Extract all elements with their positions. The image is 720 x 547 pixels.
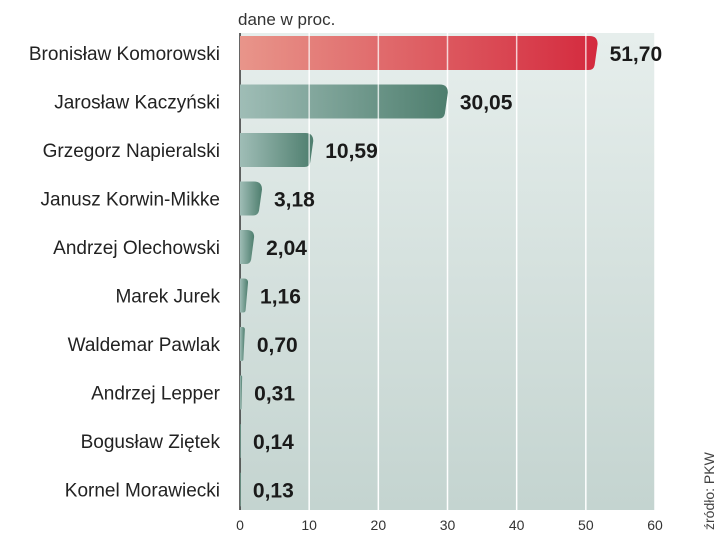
value-label: 0,70 bbox=[257, 334, 298, 357]
value-label: 1,16 bbox=[260, 286, 301, 309]
x-tick-label: 10 bbox=[301, 517, 317, 533]
bar bbox=[240, 36, 598, 70]
category-labels: Bronisław Komorowski Jarosław Kaczyński Gr… bbox=[29, 44, 221, 502]
x-tick-label: 40 bbox=[509, 517, 525, 533]
x-tick-label: 50 bbox=[578, 517, 594, 533]
bar bbox=[240, 181, 262, 216]
x-tick-label: 20 bbox=[371, 517, 387, 533]
category-label: Jarosław Kaczyński bbox=[54, 93, 220, 114]
bars bbox=[238, 36, 598, 507]
bar bbox=[240, 375, 243, 410]
x-tick-labels: 0 10 20 30 40 50 60 bbox=[236, 517, 663, 533]
bar bbox=[240, 133, 314, 167]
value-label: 51,70 bbox=[610, 43, 663, 66]
category-label: Grzegorz Napieralski bbox=[43, 141, 220, 162]
category-label: Janusz Korwin-Mikke bbox=[41, 190, 221, 211]
value-label: 0,14 bbox=[253, 431, 294, 454]
unit-note: dane w proc. bbox=[238, 10, 335, 29]
category-label: Bronisław Komorowski bbox=[29, 44, 220, 65]
category-label: Bogusław Ziętek bbox=[81, 432, 221, 453]
bar bbox=[240, 230, 255, 264]
bar bbox=[238, 424, 241, 458]
value-labels: 51,70 30,05 10,59 3,18 2,04 1,16 0,70 0,31 0,14 0… bbox=[253, 43, 662, 503]
category-label: Andrzej Olechowski bbox=[53, 238, 220, 259]
category-label: Andrzej Lepper bbox=[91, 384, 221, 405]
bar bbox=[240, 278, 249, 313]
x-tick-label: 60 bbox=[647, 517, 663, 533]
x-tick-label: 30 bbox=[440, 517, 456, 533]
value-label: 3,18 bbox=[274, 189, 315, 212]
category-label: Marek Jurek bbox=[115, 287, 220, 308]
category-label: Kornel Morawiecki bbox=[65, 481, 220, 502]
bar bbox=[240, 327, 245, 361]
value-label: 0,13 bbox=[253, 480, 294, 503]
x-tick-label: 0 bbox=[236, 517, 244, 533]
bar bbox=[238, 472, 241, 507]
value-label: 2,04 bbox=[266, 237, 307, 260]
source-note: źródło: PKW bbox=[701, 451, 717, 530]
category-label: Waldemar Pawlak bbox=[68, 335, 221, 356]
value-label: 30,05 bbox=[460, 92, 513, 115]
value-label: 0,31 bbox=[254, 383, 295, 406]
value-label: 10,59 bbox=[325, 140, 378, 163]
bar bbox=[240, 84, 448, 119]
